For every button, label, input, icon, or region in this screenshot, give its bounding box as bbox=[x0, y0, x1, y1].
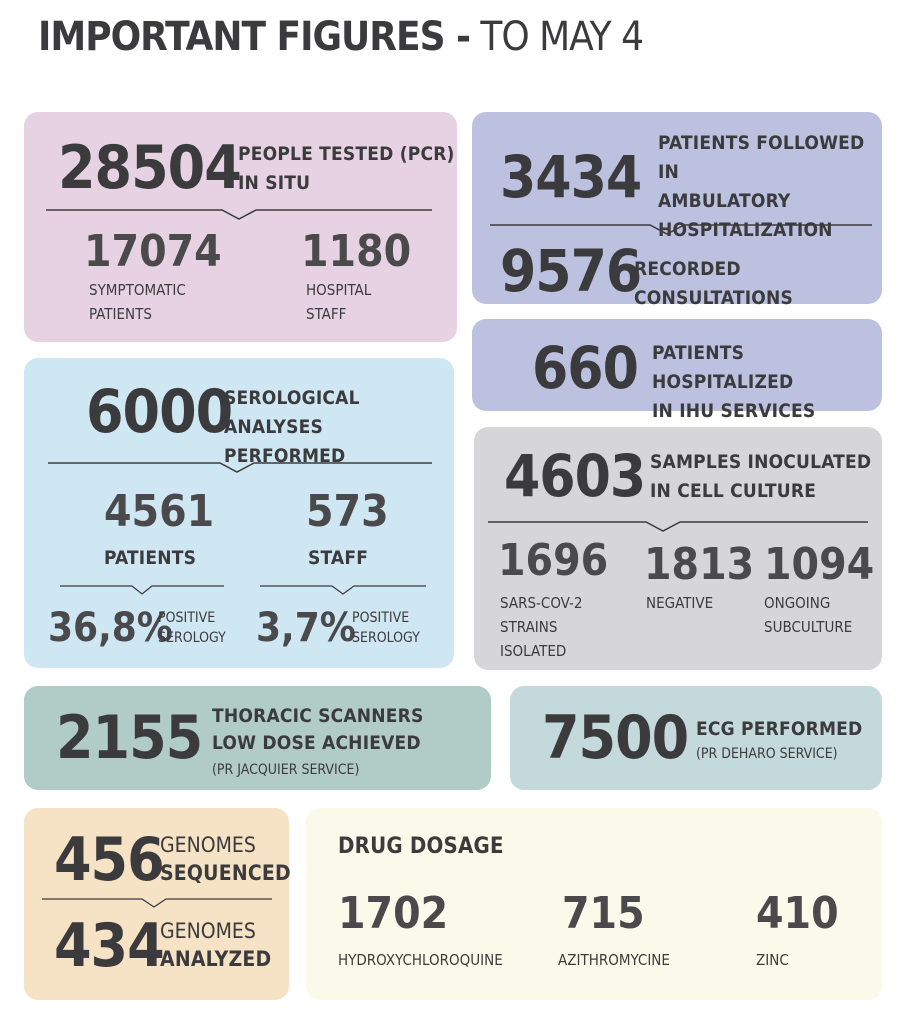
sequenced-label-1: GENOMES bbox=[160, 833, 256, 857]
patients-divider bbox=[60, 585, 224, 595]
patients-percent: 36,8% bbox=[48, 605, 173, 651]
ihu-value: 660 bbox=[532, 334, 639, 402]
page-title: IMPORTANT FIGURES - TO MAY 4 bbox=[38, 14, 644, 60]
serology-patients-label: PATIENTS bbox=[104, 547, 197, 569]
ongoing-label: ONGOING SUBCULTURE bbox=[764, 594, 853, 636]
genomes-card: 456 GENOMES SEQUENCED 434 GENOMES ANALYZ… bbox=[24, 808, 291, 1000]
drugs-card: DRUG DOSAGE 1702 HYDROXYCHLOROQUINE 715 … bbox=[306, 808, 882, 1000]
symptomatic-value: 17074 bbox=[84, 226, 222, 277]
serology-divider bbox=[48, 462, 432, 473]
ecg-value: 7500 bbox=[542, 703, 689, 773]
sequenced-value: 456 bbox=[54, 825, 165, 895]
drugs-title: DRUG DOSAGE bbox=[338, 834, 504, 859]
serology-staff-label: STAFF bbox=[308, 547, 369, 569]
pcr-label: PEOPLE TESTED (PCR) IN SITU bbox=[238, 143, 455, 194]
scanners-card: 2155 THORACIC SCANNERS LOW DOSE ACHIEVED… bbox=[24, 686, 491, 790]
isolated-value: 1696 bbox=[498, 535, 609, 586]
ambulatory-value: 3434 bbox=[500, 143, 642, 211]
hospital-staff-label: HOSPITAL STAFF bbox=[306, 281, 372, 323]
ecg-sub: (PR DEHARO SERVICE) bbox=[696, 746, 838, 762]
staff-percent: 3,7% bbox=[256, 605, 356, 651]
staff-divider bbox=[260, 585, 426, 595]
hospital-staff-value: 1180 bbox=[301, 226, 412, 277]
consultations-value: 9576 bbox=[500, 237, 642, 305]
ambulatory-label: PATIENTS FOLLOWED IN AMBULATORY HOSPITAL… bbox=[658, 132, 865, 241]
drug-label-zinc: ZINC bbox=[756, 951, 789, 969]
drug-label-azithromycine: AZITHROMYCINE bbox=[558, 951, 670, 969]
drug-value-azithromycine: 715 bbox=[562, 888, 645, 939]
serology-label: SEROLOGICAL ANALYSES PERFORMED bbox=[224, 387, 360, 467]
genomes-divider bbox=[42, 898, 272, 908]
title-date: TO MAY 4 bbox=[480, 14, 644, 60]
scanners-label: THORACIC SCANNERS LOW DOSE ACHIEVED bbox=[212, 705, 424, 754]
staff-percent-label: POSITIVE SEROLOGY bbox=[352, 610, 420, 646]
pcr-value: 28504 bbox=[58, 133, 242, 203]
pcr-card: 28504 PEOPLE TESTED (PCR) IN SITU 17074 … bbox=[24, 112, 457, 342]
serology-staff-value: 573 bbox=[306, 486, 389, 537]
scanners-value: 2155 bbox=[56, 703, 203, 773]
drug-value-hydroxychloroquine: 1702 bbox=[338, 888, 449, 939]
drug-value-zinc: 410 bbox=[756, 888, 839, 939]
ambulatory-divider bbox=[490, 224, 872, 235]
drug-label-hydroxychloroquine: HYDROXYCHLOROQUINE bbox=[338, 951, 503, 969]
ambulatory-card: 3434 PATIENTS FOLLOWED IN AMBULATORY HOS… bbox=[472, 112, 882, 309]
analyzed-label-1: GENOMES bbox=[160, 919, 256, 943]
isolated-label: SARS-COV-2 STRAINS ISOLATED bbox=[500, 594, 583, 660]
ecg-card: 7500 ECG PERFORMED (PR DEHARO SERVICE) bbox=[510, 686, 882, 790]
negative-value: 1813 bbox=[644, 539, 755, 590]
ihu-label: PATIENTS HOSPITALIZED IN IHU SERVICES bbox=[652, 342, 816, 422]
ongoing-value: 1094 bbox=[764, 539, 875, 590]
title-main: IMPORTANT FIGURES - bbox=[38, 14, 471, 60]
ihu-card: 660 PATIENTS HOSPITALIZED IN IHU SERVICE… bbox=[472, 319, 882, 422]
analyzed-value: 434 bbox=[54, 911, 165, 981]
scanners-sub: (PR JACQUIER SERVICE) bbox=[212, 762, 360, 778]
pcr-divider bbox=[46, 209, 432, 220]
negative-label: NEGATIVE bbox=[646, 594, 714, 612]
serology-card: 6000 SEROLOGICAL ANALYSES PERFORMED 4561… bbox=[24, 358, 454, 668]
serology-value: 6000 bbox=[86, 377, 233, 447]
culture-card: 4603 SAMPLES INOCULATED IN CELL CULTURE … bbox=[474, 427, 882, 670]
serology-patients-value: 4561 bbox=[104, 486, 215, 537]
symptomatic-label: SYMPTOMATIC PATIENTS bbox=[89, 281, 186, 323]
culture-divider bbox=[488, 521, 868, 532]
sequenced-label-2: SEQUENCED bbox=[160, 861, 291, 885]
ecg-label: ECG PERFORMED bbox=[696, 718, 863, 740]
culture-label: SAMPLES INOCULATED IN CELL CULTURE bbox=[650, 451, 872, 502]
analyzed-label-2: ANALYZED bbox=[160, 947, 272, 971]
consultations-label: RECORDED CONSULTATIONS bbox=[634, 258, 794, 309]
culture-value: 4603 bbox=[504, 442, 646, 510]
patients-percent-label: POSITIVE SEROLOGY bbox=[158, 610, 226, 646]
